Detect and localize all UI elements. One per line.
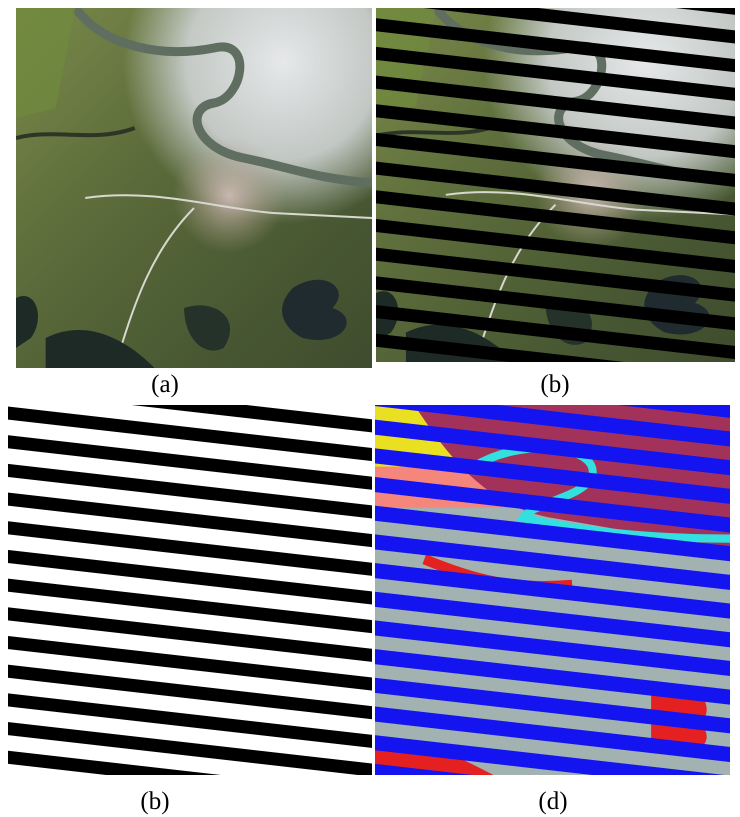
figure: (a) (b) (b) (d) xyxy=(0,0,740,817)
caption: (d) xyxy=(538,788,567,815)
caption: (a) xyxy=(151,371,179,398)
panel-mask xyxy=(8,405,372,775)
panel-a xyxy=(16,8,372,368)
panel-b xyxy=(376,8,735,362)
caption: (b) xyxy=(140,788,169,815)
panel-d xyxy=(375,405,730,775)
caption: (b) xyxy=(540,371,569,398)
page: (a) (b) (b) (d) (() => { const data = JS… xyxy=(0,0,740,817)
